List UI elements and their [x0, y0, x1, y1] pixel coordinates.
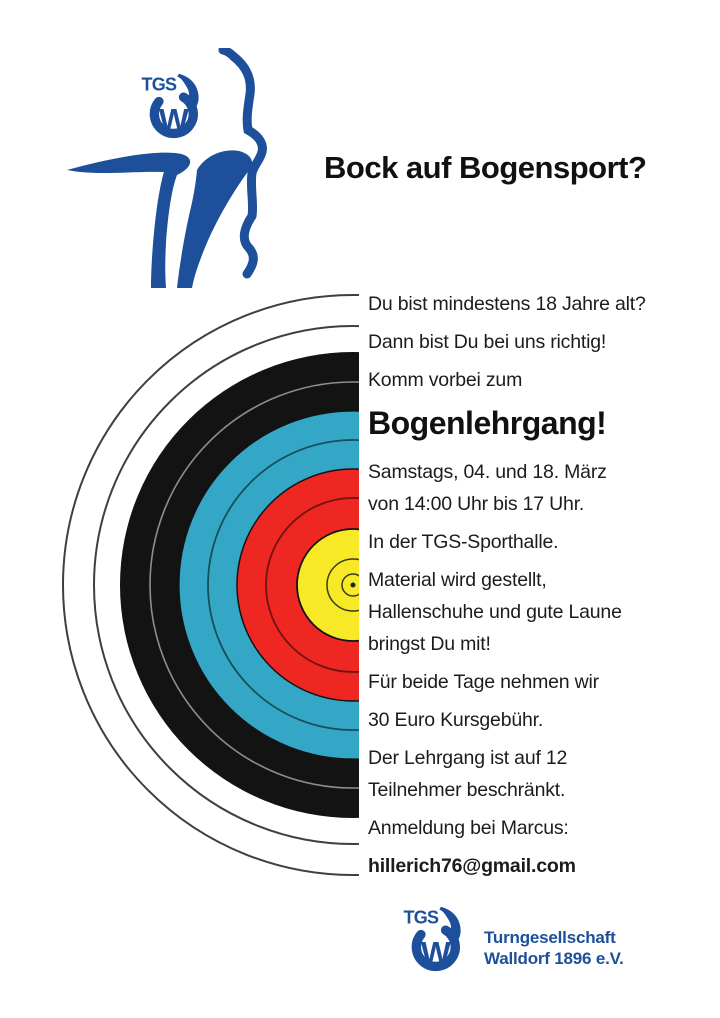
paragraph-fee: 30 Euro Kursgebühr. — [368, 709, 544, 731]
target-ring-black-divider — [149, 381, 359, 789]
paragraph-registration: Anmeldung bei Marcus: — [368, 817, 569, 839]
paragraph-location: In der TGS-Sporthalle. — [368, 531, 559, 553]
paragraph-age: Du bist mindestens 18 Jahre alt? — [368, 293, 646, 315]
paragraph-fee-intro: Für beide Tage nehmen wir — [368, 671, 599, 693]
footer-emblem — [402, 906, 474, 978]
paragraph-welcome: Dann bist Du bei uns richtig! — [368, 331, 607, 353]
target-ring-blue-divider — [207, 439, 359, 731]
archer-logo — [67, 48, 267, 288]
contact-email: hillerich76@gmail.com — [368, 855, 576, 877]
archer-head-emblem — [141, 74, 198, 138]
target-center-dot — [350, 582, 356, 588]
paragraph-material: Material wird gestellt, Hallenschuhe und… — [368, 569, 622, 655]
target-ring-yellow — [296, 528, 359, 642]
paragraph-invite: Komm vorbei zum — [368, 369, 523, 391]
footer-org-name: Turngesellschaft Walldorf 1896 e.V. — [484, 927, 624, 969]
footer-org-line1: Turngesellschaft — [484, 928, 616, 947]
footer-org-line2: Walldorf 1896 e.V. — [484, 949, 624, 968]
bow-shape — [218, 48, 267, 279]
paragraph-dates: Samstags, 04. und 18. März von 14:00 Uhr… — [368, 461, 607, 515]
paragraph-limit: Der Lehrgang ist auf 12 Teilnehmer besch… — [368, 747, 568, 801]
archer-arm-front-leg — [67, 152, 191, 288]
target-ring-red-divider — [265, 497, 359, 673]
course-title: Bogenlehrgang! — [368, 405, 607, 441]
archer-back-leg — [177, 150, 253, 288]
archery-target — [62, 294, 359, 876]
info-column: Du bist mindestens 18 Jahre alt? Dann bi… — [368, 288, 708, 888]
target-ring-white-inner-line — [93, 325, 359, 845]
target-ring-yellow-divider — [326, 558, 359, 612]
page-title: Bock auf Bogensport? — [324, 150, 647, 185]
target-x-ring — [341, 573, 359, 597]
